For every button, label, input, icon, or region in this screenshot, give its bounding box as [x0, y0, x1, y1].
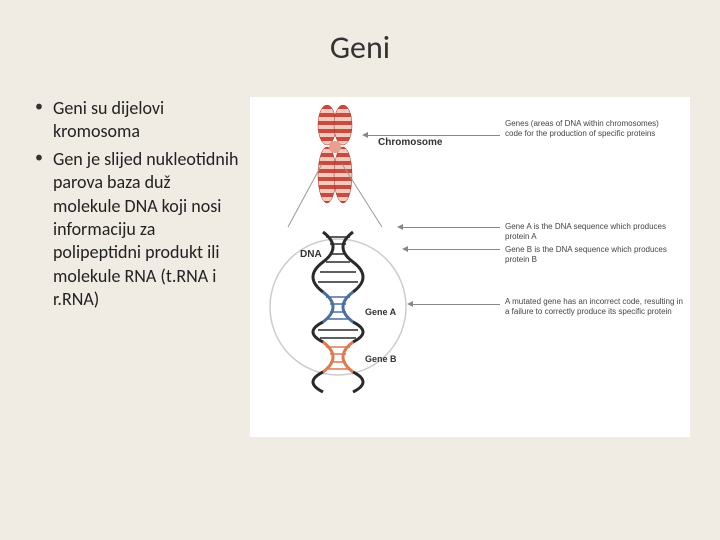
bullet-marker: •: [35, 148, 43, 312]
genes-description: Genes (areas of DNA within chromosomes) …: [505, 119, 675, 138]
arrow-head-icon: [402, 246, 408, 252]
arrow-line: [405, 249, 500, 250]
dna-label: DNA: [300, 249, 322, 260]
arrow-line: [400, 227, 500, 228]
arrow-head-icon: [407, 301, 413, 307]
list-item: • Gen je slijed nukleotidnih parova baza…: [35, 148, 240, 312]
arrow-head-icon: [362, 132, 368, 138]
chromosome-dna-diagram: Chromosome DNA Gene A Gene B Genes (area…: [250, 97, 690, 437]
arrow-line: [365, 135, 500, 136]
bullet-list: • Geni su dijelovi kromosoma • Gen je sl…: [20, 87, 240, 437]
bullet-text: Gen je slijed nukleotidnih parova baza d…: [53, 148, 240, 312]
arrow-line: [410, 304, 500, 305]
chromosome-icon: [305, 105, 365, 205]
bullet-marker: •: [35, 97, 43, 144]
gene-a-description: Gene A is the DNA sequence which produce…: [505, 222, 685, 241]
bullet-text: Geni su dijelovi kromosoma: [53, 97, 240, 144]
arrow-head-icon: [397, 224, 403, 230]
chromosome-label: Chromosome: [378, 137, 442, 148]
gene-b-description: Gene B is the DNA sequence which produce…: [505, 245, 685, 264]
list-item: • Geni su dijelovi kromosoma: [35, 97, 240, 144]
gene-b-label: Gene B: [365, 354, 397, 364]
gene-a-label: Gene A: [365, 307, 396, 317]
content-row: • Geni su dijelovi kromosoma • Gen je sl…: [0, 87, 720, 437]
mutated-gene-description: A mutated gene has an incorrect code, re…: [505, 297, 685, 316]
slide-title: Geni: [0, 0, 720, 87]
